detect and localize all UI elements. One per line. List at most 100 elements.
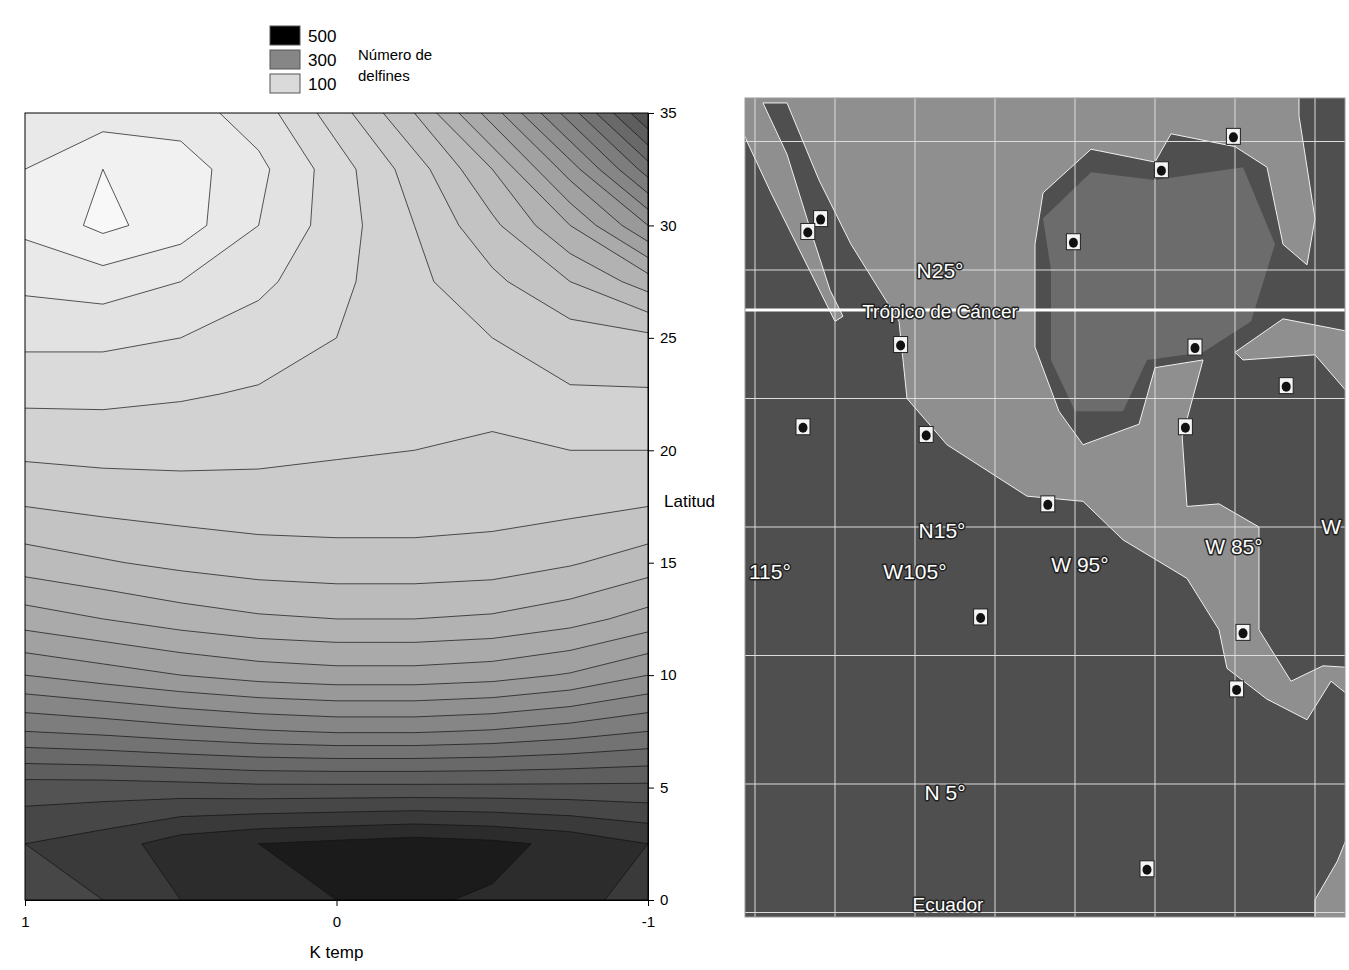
y-tick-label: 25 [660,329,677,346]
y-tick-mark [648,450,654,451]
y-tick-label: 10 [660,666,677,683]
y-tick: 15 [648,554,677,571]
map-label: W 85° [1205,535,1262,558]
contour-band [25,113,648,900]
map-label: 115° [749,560,791,583]
figure: 10-1K temp05101520253035Latitud500300100… [0,0,1349,970]
x-axis: 1 0 -1 [21,900,655,930]
y-tick: 5 [648,779,668,796]
sighting [1154,162,1168,178]
sighting-dolphin [896,341,905,351]
y-tick-label: 20 [660,442,677,459]
sighting [894,337,908,353]
y-tick-mark [648,675,654,676]
contour-band [25,113,648,900]
y-axis-line [648,114,649,901]
map-label: Ecuador [913,894,984,915]
y-tick: 20 [648,442,677,459]
x-tick-label: 1 [21,913,29,930]
contour-band [25,113,648,900]
y-tick-label: 0 [660,891,668,908]
x-axis-title: K temp [310,943,364,962]
sighting-box [974,609,988,625]
map-label: W [1321,515,1341,538]
map-label: N15° [919,519,966,542]
y-tick: 30 [648,217,677,234]
sighting-box [801,223,815,239]
sighting-dolphin [1282,382,1291,392]
legend-swatch [270,74,300,93]
contour-band [25,811,648,900]
meridian [755,98,756,917]
sighting-box [894,337,908,353]
meridian [1235,98,1236,917]
sighting-dolphin [1232,685,1241,695]
meridian [995,98,996,917]
sighting-box [1230,681,1244,697]
legend-label: 300 [308,51,336,70]
sighting-box [1154,162,1168,178]
sighting-dolphin [816,215,825,225]
contour-band [25,113,648,900]
sighting-dolphin [1143,865,1152,875]
x-tick-mark [337,900,338,906]
meridian [1315,98,1316,917]
y-tick-mark [648,788,654,789]
sighting [796,419,810,435]
map-label: W 95° [1051,553,1108,576]
contour-band [25,113,648,900]
sighting [1140,861,1154,877]
sighting-box [919,426,933,442]
contour-band [25,113,648,900]
contour-band [25,113,648,900]
x-tick: 1 [21,900,29,930]
sighting-box [1066,234,1080,250]
map-labels: N25°Trópico de CáncerN15°W105°W 95°W 85°… [749,259,1341,915]
sighting [1236,624,1250,640]
sighting-box [1041,496,1055,512]
sighting-dolphin [803,227,812,237]
y-tick-label: 30 [660,217,677,234]
x-tick-label: 0 [333,913,341,930]
legend: 500300100Número dedelfines [270,26,432,94]
sighting-dolphin [1181,423,1190,433]
sighting [919,426,933,442]
y-tick: 10 [648,666,677,683]
map-label: N 5° [924,781,965,804]
meridian [835,98,836,917]
contour-band [25,113,648,900]
map [745,98,1345,917]
sighting-dolphin [1191,343,1200,353]
y-tick-mark [648,225,654,226]
contour-band [25,113,648,900]
sighting-dolphin [1043,500,1052,510]
contour-band [25,113,648,900]
contour-band [25,113,648,900]
x-tick: -1 [642,900,655,930]
sighting [1226,128,1240,144]
legend-title-line: delfines [358,67,410,84]
sighting-box [1140,861,1154,877]
sighting-dolphin [922,430,931,440]
legend-title: Número dedelfines [358,46,432,84]
contour-band [25,113,648,900]
contour-band [25,113,648,900]
tropic-line [745,309,1345,312]
sighting-box [1188,339,1202,355]
sighting-box [1236,624,1250,640]
contour-band [25,113,648,900]
x-tick-label: -1 [642,913,655,930]
legend-swatch [270,50,300,69]
plot-area [25,113,648,900]
meridian [1155,98,1156,917]
sighting [1178,419,1192,435]
y-tick-mark [648,900,654,901]
x-tick: 0 [333,900,341,930]
plot-frame [25,113,648,900]
contour-band [25,113,648,900]
land [1235,319,1345,401]
x-tick-mark [25,900,26,906]
sighting-dolphin [976,613,985,623]
sighting-dolphin [1239,628,1248,638]
contour-band [25,113,648,900]
